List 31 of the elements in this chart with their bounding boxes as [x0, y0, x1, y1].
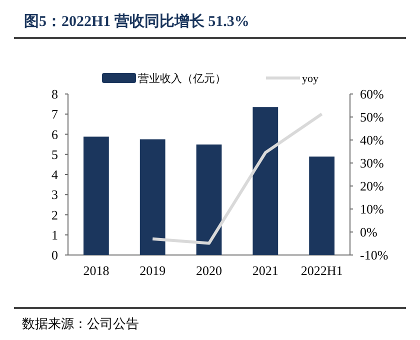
bar — [309, 156, 334, 255]
y-tick-label: 7 — [52, 106, 58, 122]
y-tick-label: 5 — [52, 146, 58, 162]
y2-tick-label: 60% — [360, 86, 384, 102]
bar — [252, 107, 278, 255]
y2-tick-label: 50% — [360, 110, 384, 124]
bar — [84, 136, 109, 255]
y-tick-label: 3 — [52, 187, 58, 202]
y-tick-label: 6 — [52, 126, 58, 142]
x-tick-label: 2018 — [83, 263, 110, 278]
bar — [196, 144, 222, 255]
y-tick-label: 2 — [52, 207, 58, 222]
y2-tick-label: -10% — [360, 248, 388, 262]
y2-tick-label: 0% — [360, 224, 378, 240]
y-tick-label: 4 — [52, 167, 58, 182]
x-tick-label: 2021 — [252, 263, 278, 278]
y-tick-label: 1 — [52, 227, 58, 242]
legend-label: 营业收入（亿元） — [138, 72, 226, 85]
y-tick-label: 8 — [52, 86, 58, 102]
y2-tick-label: 20% — [360, 178, 384, 194]
chart-title: 图5：2022H1 营收同比增长 51.3% — [24, 13, 250, 30]
y2-tick-label: 30% — [360, 156, 384, 170]
x-tick-label: 2019 — [140, 263, 166, 278]
y2-tick-label: 40% — [360, 132, 384, 148]
y2-tick-label: 10% — [360, 202, 384, 216]
legend-label: yoy — [302, 73, 319, 85]
x-tick-label: 2020 — [196, 263, 222, 278]
bar — [140, 139, 166, 255]
source-note: 数据来源：公司公告 — [22, 316, 139, 331]
y-tick-label: 0 — [52, 248, 58, 262]
x-tick-label: 2022H1 — [300, 263, 343, 278]
